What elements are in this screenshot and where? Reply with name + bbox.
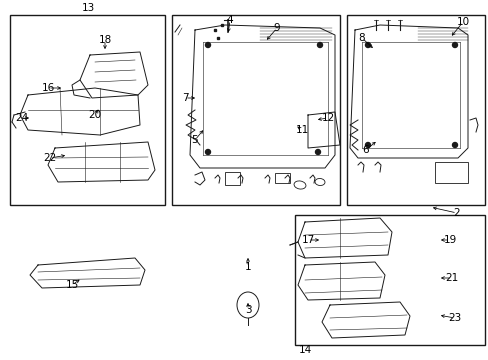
Text: 15: 15 [65,280,79,290]
Text: 20: 20 [88,110,102,120]
Text: 10: 10 [455,17,468,27]
Bar [10,15,164,205]
Text: 19: 19 [443,235,456,245]
Text: 11: 11 [295,125,308,135]
Bar [224,172,240,185]
Circle shape [317,42,322,48]
Text: 24: 24 [15,113,29,123]
Text: 1: 1 [244,262,251,272]
Circle shape [205,42,210,48]
Bar [172,15,339,205]
Circle shape [451,143,457,148]
Circle shape [365,42,370,48]
Text: 5: 5 [191,135,198,145]
Bar [274,173,289,183]
Text: 12: 12 [321,113,334,123]
Text: 3: 3 [244,305,251,315]
Text: 21: 21 [445,273,458,283]
Text: 13: 13 [81,3,95,13]
Text: 9: 9 [273,23,280,33]
Text: 7: 7 [182,93,188,103]
Text: 17: 17 [301,235,314,245]
Circle shape [315,149,320,154]
Text: 23: 23 [447,313,461,323]
Circle shape [205,149,210,154]
Text: 6: 6 [362,145,368,155]
Circle shape [365,143,370,148]
Bar [434,162,467,183]
Circle shape [451,42,457,48]
Text: 22: 22 [43,153,57,163]
Text: 2: 2 [453,208,459,218]
Text: 14: 14 [298,345,311,355]
Text: 8: 8 [358,33,365,43]
Bar [346,15,484,205]
Text: 16: 16 [41,83,55,93]
Text: 4: 4 [226,15,233,25]
Bar [294,215,484,345]
Text: 18: 18 [98,35,111,45]
